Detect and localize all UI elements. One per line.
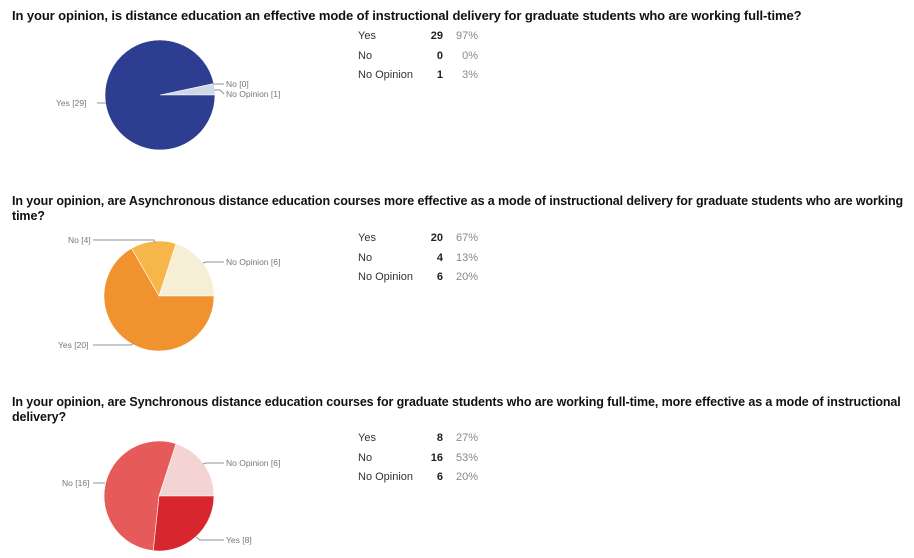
result-row-no-opinion: No Opinion 6 20%: [358, 471, 498, 491]
leader-no: [93, 239, 156, 244]
question-3-title: In your opinion, are Synchronous distanc…: [12, 395, 901, 424]
result-percent: 53%: [455, 451, 478, 464]
leader-no-opinion: [202, 261, 224, 264]
leader-yes: [195, 536, 224, 541]
result-percent: 27%: [455, 432, 478, 444]
leader-yes: [93, 342, 135, 346]
result-row-no-opinion: No Opinion 6 20%: [358, 271, 498, 291]
results-table-1: Yes 29 97% No 0 0% No Opinion 1 3%: [358, 30, 498, 89]
pie-1-slices: [104, 39, 216, 151]
result-percent: 20%: [455, 471, 478, 483]
result-row-no: No 16 53%: [358, 452, 498, 472]
result-row-no: No 4 13%: [358, 252, 498, 272]
pie-label-no-opinion: No Opinion [6]: [226, 257, 280, 267]
results-table-2: Yes 20 67% No 4 13% No Opinion 6 20%: [358, 232, 498, 291]
pie-label-no-opinion: No Opinion [6]: [226, 458, 280, 468]
pie-chart-2: No [4] No Opinion [6] Yes [20]: [58, 235, 280, 352]
result-percent: 0%: [462, 49, 478, 62]
result-count: 16: [430, 451, 443, 464]
result-row-yes: Yes 20 67%: [358, 232, 498, 252]
result-label: No: [358, 251, 373, 264]
result-percent: 67%: [455, 232, 478, 244]
result-percent: 3%: [462, 69, 478, 81]
result-row-yes: Yes 29 97%: [358, 30, 498, 50]
result-label: No Opinion: [358, 69, 414, 81]
question-1-title: In your opinion, is distance education a…: [12, 8, 802, 23]
result-count: 29: [430, 30, 443, 42]
result-label: No: [358, 49, 373, 62]
result-label: Yes: [358, 432, 376, 444]
results-table-3: Yes 8 27% No 16 53% No Opinion 6 20%: [358, 432, 498, 491]
result-percent: 97%: [455, 30, 478, 42]
pie-label-no-opinion: No Opinion [1]: [226, 89, 280, 99]
result-percent: 13%: [455, 251, 478, 264]
result-label: No Opinion: [358, 271, 414, 283]
result-percent: 20%: [455, 271, 478, 283]
question-2-title: In your opinion, are Asynchronous distan…: [12, 194, 904, 223]
result-row-yes: Yes 8 27%: [358, 432, 498, 452]
pie-slice-yes: [152, 495, 215, 552]
result-count: 1: [436, 69, 443, 81]
result-label: Yes: [358, 232, 376, 244]
result-count: 8: [436, 432, 443, 444]
pie-chart-3: No Opinion [6] No [16] Yes [8]: [62, 440, 280, 552]
pie-label-yes: Yes [20]: [58, 340, 88, 350]
result-row-no-opinion: No Opinion 1 3%: [358, 69, 498, 89]
result-count: 4: [436, 251, 443, 264]
result-count: 6: [436, 271, 443, 283]
result-count: 0: [436, 49, 443, 62]
pie-label-yes: Yes [29]: [56, 98, 86, 108]
pie-3-slices: [103, 440, 215, 552]
result-row-no: No 0 0%: [358, 50, 498, 70]
result-count: 20: [430, 232, 443, 244]
pie-label-yes: Yes [8]: [226, 535, 252, 545]
leader-no-opinion: [202, 462, 224, 465]
pie-slice-yes: [104, 39, 216, 151]
result-count: 6: [436, 471, 443, 483]
pie-slice-no-opinion: [158, 243, 215, 297]
pie-slice-yes: [103, 247, 215, 352]
result-label: No: [358, 451, 373, 464]
result-label: No Opinion: [358, 471, 414, 483]
pie-2-slices: [103, 240, 215, 352]
pie-chart-1: Yes [29] No [0] No Opinion [1]: [56, 39, 280, 151]
pie-label-no: No [0]: [226, 79, 249, 89]
pie-label-no: No [16]: [62, 478, 89, 488]
leader-no-opinion: [214, 89, 225, 95]
pie-slice-no: [103, 440, 177, 552]
result-label: Yes: [358, 30, 376, 42]
pie-label-no: No [4]: [68, 235, 91, 245]
